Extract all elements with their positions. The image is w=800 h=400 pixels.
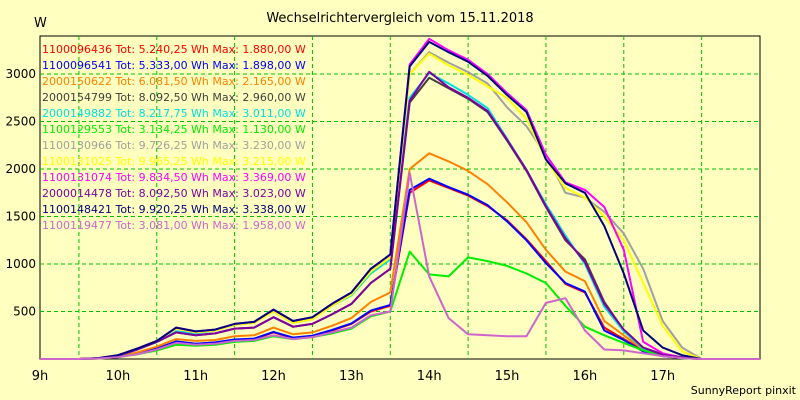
chart-title: Wechselrichtervergleich vom 15.11.2018 [266, 11, 534, 26]
series-line [40, 70, 760, 360]
legend-entry: 2000149882 Tot: 8.217,75 Wh Max: 3.011,0… [42, 107, 306, 120]
legend-entry: 1100131025 Tot: 9.965,25 Wh Max: 3.215,0… [42, 155, 306, 168]
legend-entry: 1100131074 Tot: 9.834,50 Wh Max: 3.369,0… [42, 171, 306, 184]
legend: 1100096436 Tot: 5.240,25 Wh Max: 1.880,0… [42, 42, 306, 234]
x-tick-label: 9h [32, 369, 49, 384]
y-tick-label: 2500 [5, 115, 36, 129]
x-tick-label: 17h [650, 369, 675, 384]
legend-entry: 2000014478 Tot: 8.092,50 Wh Max: 3.023,0… [42, 187, 306, 200]
gridlines [40, 36, 760, 359]
plot-area [39, 35, 761, 360]
x-tick-label: 14h [417, 369, 442, 384]
series-line [40, 40, 760, 360]
x-tick-label: 15h [495, 369, 520, 384]
x-tick-label: 11h [183, 369, 208, 384]
legend-entry: 1100130966 Tot: 9.726,25 Wh Max: 3.230,0… [42, 139, 306, 152]
x-tick-label: 12h [261, 369, 286, 384]
legend-entry: 1100096436 Tot: 5.240,25 Wh Max: 1.880,0… [42, 43, 306, 56]
series-line [40, 152, 760, 360]
tick-labels: 500 1000 1500 2000 2500 3000 9h 10h 11h 12h 13h 14h… [5, 67, 675, 384]
legend-entry: 2000154799 Tot: 8.092,50 Wh Max: 2.960,0… [42, 91, 306, 104]
series-line [40, 172, 760, 360]
y-tick-label: 1500 [5, 210, 36, 224]
legend-entry: 1100129553 Tot: 3.134,25 Wh Max: 1.130,0… [42, 123, 306, 136]
footer-credit: SunnyReport pinxit [690, 384, 796, 397]
y-tick-label: 3000 [5, 67, 36, 81]
x-tick-label: 16h [572, 369, 597, 384]
y-axis-unit: W [34, 16, 47, 31]
series-line [40, 250, 760, 360]
series-lines [40, 37, 760, 360]
legend-entry: 1100119477 Tot: 3.081,00 Wh Max: 1.958,0… [42, 219, 306, 232]
y-tick-label: 2000 [5, 162, 36, 176]
y-tick-label: 1000 [5, 257, 36, 271]
x-tick-label: 13h [339, 369, 364, 384]
legend-entry: 2000150622 Tot: 6.081,50 Wh Max: 2.165,0… [42, 75, 306, 88]
legend-entry: 1100096541 Tot: 5.333,00 Wh Max: 1.898,0… [42, 59, 306, 72]
legend-entry: 1100148421 Tot: 9.920,25 Wh Max: 3.338,0… [42, 203, 306, 216]
y-tick-label: 500 [13, 305, 36, 319]
x-tick-label: 10h [105, 369, 130, 384]
